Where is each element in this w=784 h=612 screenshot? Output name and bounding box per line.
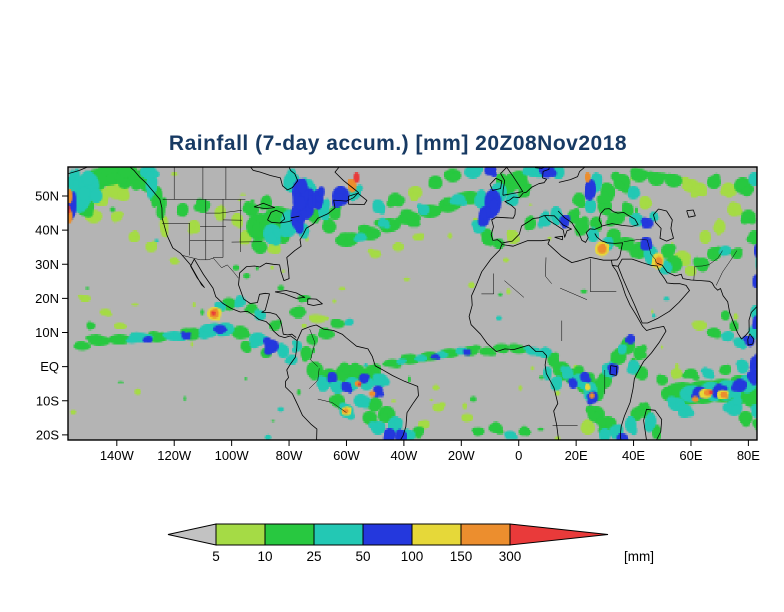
border-path [182, 255, 239, 279]
colorbar-label: 300 [499, 549, 522, 564]
lat-tick-label: 30N [35, 257, 59, 272]
coastline-path [274, 290, 306, 299]
coastline-path [238, 167, 359, 338]
colorbar-segment [313, 523, 364, 546]
lat-tick-label: 50N [35, 189, 59, 204]
lat-tick-label: 40N [35, 223, 59, 238]
border-path [220, 210, 242, 214]
coastline-path [267, 209, 286, 224]
coastline-path [279, 219, 293, 224]
lon-tick-label: 60E [679, 448, 702, 463]
lon-tick-label: 100W [215, 448, 250, 463]
lon-tick-label: 20W [448, 448, 475, 463]
lon-tick-label: 40W [391, 448, 418, 463]
coastline-path [534, 167, 546, 169]
colorbar-right-arrow [509, 523, 609, 546]
border-path [647, 239, 657, 264]
rainfall-raster [68, 167, 757, 440]
coastline-path [500, 167, 524, 196]
coastline-path [554, 235, 563, 241]
lon-tick-label: 120W [157, 448, 192, 463]
coastline-path [129, 167, 298, 342]
lat-tick-label: 20N [35, 291, 59, 306]
lon-tick-label: 60W [333, 448, 360, 463]
coastline-path [285, 324, 419, 440]
coastline-path [490, 167, 550, 244]
colorbar-label: 5 [212, 549, 220, 564]
coastline-path [468, 239, 667, 440]
coastline-path [686, 209, 696, 218]
colorbar-segment [460, 523, 511, 546]
colorbar-segment [264, 523, 315, 546]
border-path [715, 250, 738, 286]
coastline-path [307, 298, 323, 306]
lon-tick-label: 140W [100, 448, 135, 463]
border-path [308, 368, 320, 389]
plot-title: Rainfall (7-day accum.) [mm] 20Z08Nov201… [168, 132, 628, 155]
coastline-path [557, 210, 603, 243]
colorbar-unit-label: [mm] [624, 549, 654, 564]
coastline-path [544, 215, 572, 238]
map-frame [67, 166, 758, 441]
coastline-path [253, 202, 276, 209]
lon-tick-label: 20E [565, 448, 588, 463]
coastline-path [643, 408, 663, 440]
colorbar-label: 25 [306, 549, 321, 564]
lon-tick-label: 40E [622, 448, 645, 463]
coastline-path [653, 208, 674, 242]
coastline-path [598, 208, 639, 227]
border-path [693, 250, 723, 281]
colorbar-segment [411, 523, 462, 546]
colorbar-segment [362, 523, 413, 546]
country-borders [162, 167, 738, 426]
coastline-path [249, 167, 299, 191]
colorbar-segment [215, 523, 266, 546]
coastline-path [68, 167, 89, 175]
border-path [545, 257, 552, 284]
coastline-path [348, 192, 368, 205]
coastlines [68, 167, 757, 440]
colorbar: 5 10 25 50 100 150 300 [167, 523, 609, 564]
border-path [504, 280, 525, 298]
lat-tick-label: 20S [36, 427, 59, 442]
coastline-path [594, 233, 623, 261]
border-path [560, 287, 588, 300]
coastline-path [656, 262, 757, 340]
lon-tick-label: 0 [515, 448, 522, 463]
lon-tick-label: 80E [737, 448, 760, 463]
coastline-path [558, 167, 586, 183]
border-path [309, 329, 318, 367]
lat-tick-label: EQ [40, 359, 59, 374]
border-path [623, 239, 648, 242]
border-path [317, 398, 347, 413]
coastline-path [489, 177, 503, 191]
colorbar-label: 50 [355, 549, 370, 564]
colorbar-label: 10 [257, 549, 272, 564]
coastline-path [747, 333, 755, 346]
lat-tick-label: 10N [35, 325, 59, 340]
colorbar-label: 150 [450, 549, 473, 564]
axis-labels: 50N 40N 30N 20N 10N EQ 10S 20S 140W 120W 100W 80W 60… [35, 189, 760, 463]
lon-tick-label: 80W [276, 448, 303, 463]
colorbar-left-arrow [167, 523, 217, 546]
coastline-path [609, 365, 618, 376]
lat-tick-label: 10S [36, 393, 59, 408]
border-path [481, 273, 494, 295]
coastline-path [612, 258, 690, 324]
colorbar-label: 100 [401, 549, 424, 564]
coastline-path [291, 215, 300, 219]
